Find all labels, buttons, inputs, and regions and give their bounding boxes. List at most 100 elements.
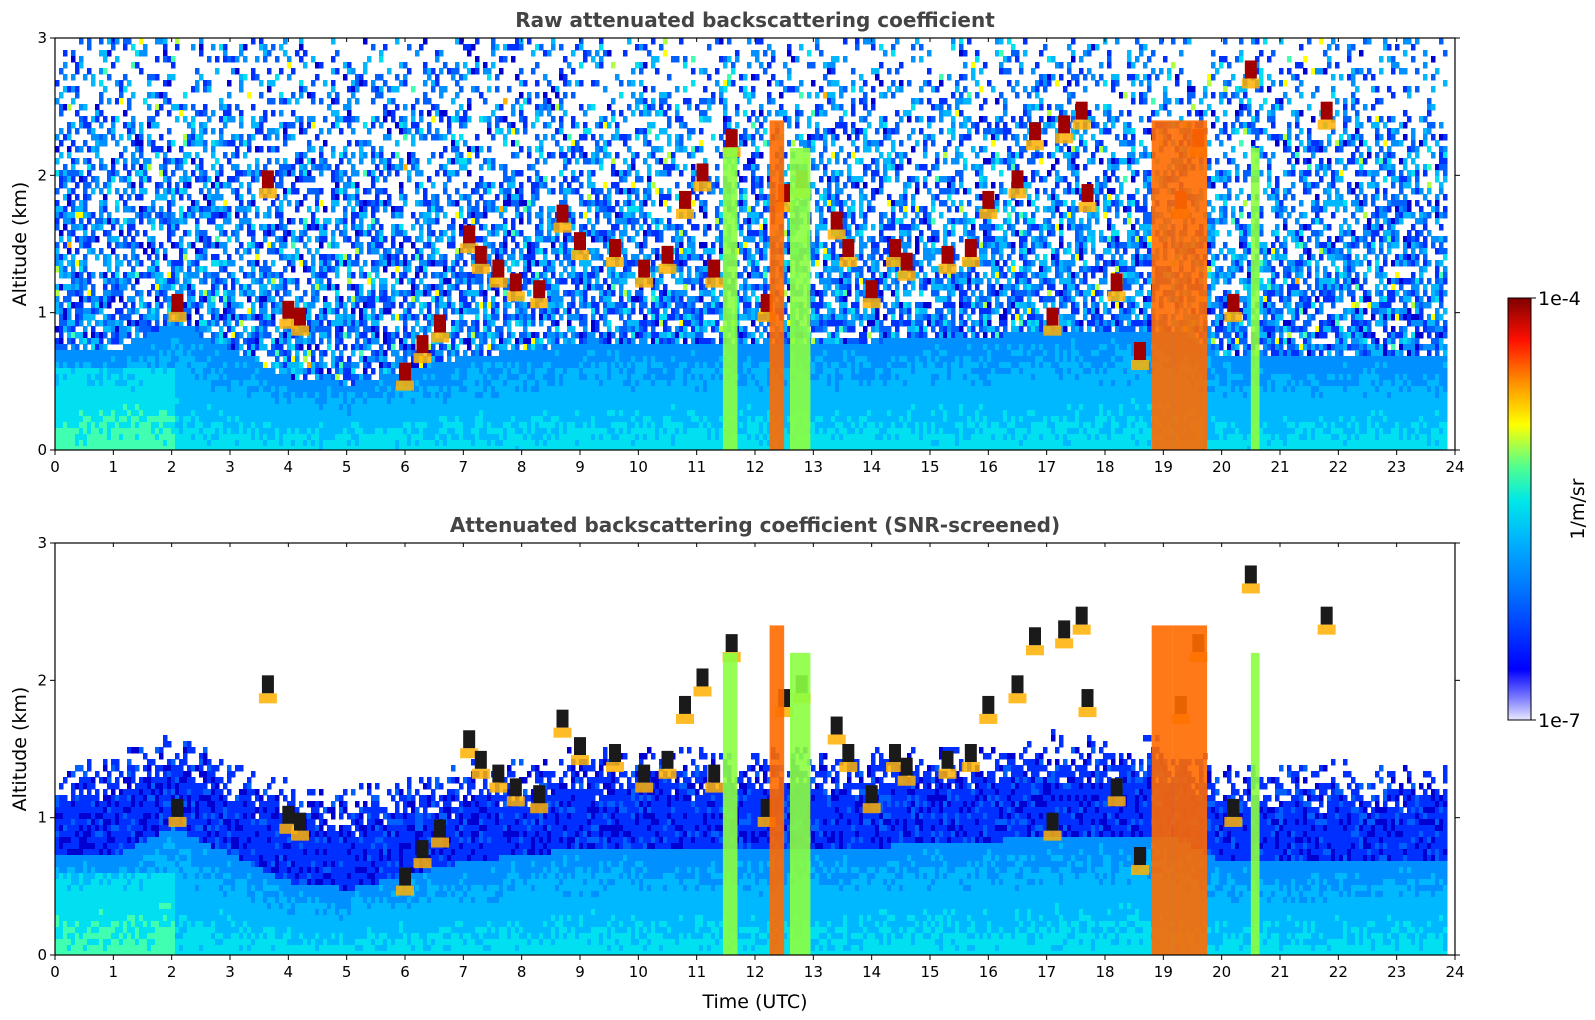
x-tick-label: 12 (745, 963, 764, 981)
cloud-edge-mark (676, 208, 694, 219)
y-axis-label: Altitude (km) (9, 182, 31, 307)
x-tick-label: 8 (517, 458, 527, 476)
x-tick-label: 13 (804, 963, 823, 981)
cloud-base-mark (1081, 184, 1094, 203)
x-tick-label: 11 (687, 963, 706, 981)
cloud-edge-mark (553, 222, 572, 233)
cloud-edge-mark (693, 686, 712, 697)
cloud-edge-mark (693, 181, 712, 192)
y-tick-label: 1 (37, 809, 47, 827)
cloud-edge-mark (705, 277, 724, 288)
cloud-edge-mark (279, 318, 298, 329)
cloud-base-mark (679, 190, 691, 209)
x-tick-label: 5 (342, 963, 352, 981)
cloud-edge-mark (258, 188, 277, 199)
cloud-base-mark (1029, 122, 1041, 141)
cloud-base-mark (1058, 115, 1071, 134)
y-axis-label: Altitude (km) (9, 687, 31, 812)
cloud-base-mark (463, 225, 476, 244)
cloud-base-mark (964, 239, 977, 257)
cloud-edge-mark (506, 291, 525, 302)
precipitation-column (1172, 120, 1208, 450)
x-tick-label: 17 (1037, 458, 1056, 476)
x-tick-label: 21 (1270, 963, 1289, 981)
cloud-edge-mark (827, 734, 846, 745)
cloud-edge-mark (606, 257, 624, 267)
cloud-edge-mark (1317, 119, 1336, 130)
cloud-base-mark (294, 307, 306, 326)
cloud-edge-mark (635, 782, 654, 793)
x-tick-label: 12 (745, 458, 764, 476)
cloud-base-mark (261, 675, 274, 694)
cloud-edge-mark (839, 257, 858, 267)
cloud-base-mark (1075, 101, 1088, 120)
colorbar: 1e-4 1e-7 1/m/sr (1507, 288, 1589, 732)
x-tick-label: 16 (979, 458, 998, 476)
precipitation-column (1250, 147, 1260, 450)
heatmap-raw (55, 38, 1448, 450)
cloud-edge-mark (1008, 188, 1027, 199)
cloud-edge-mark (1072, 119, 1091, 130)
cloud-edge-mark (1107, 796, 1126, 807)
x-tick-label: 1 (109, 963, 119, 981)
x-tick-label: 23 (1387, 963, 1406, 981)
cloud-base-mark (574, 232, 586, 251)
y-tick-label: 3 (37, 534, 47, 552)
cloud-edge-mark (471, 768, 490, 779)
cloud-edge-mark (1072, 624, 1091, 635)
x-tick-label: 7 (459, 963, 469, 981)
x-tick-label: 6 (400, 963, 410, 981)
chart-title: Attenuated backscattering coefficient (S… (450, 513, 1060, 537)
x-tick-label: 15 (920, 963, 939, 981)
cloud-edge-mark (168, 816, 187, 827)
cloud-base-mark (416, 335, 429, 354)
cloud-base-mark (609, 744, 621, 762)
cloud-base-mark (1011, 170, 1024, 189)
x-tick-label: 24 (1445, 458, 1464, 476)
cloud-base-mark (889, 239, 901, 257)
cloud-base-mark (1320, 606, 1333, 625)
x-tick-label: 3 (225, 458, 235, 476)
cloud-edge-mark (658, 768, 677, 779)
cloud-edge-mark (1241, 583, 1260, 594)
cloud-edge-mark (1078, 202, 1097, 213)
cloud-edge-mark (291, 830, 309, 841)
cloud-base-mark (1029, 627, 1041, 646)
cloud-base-mark (492, 259, 505, 278)
cloud-base-mark (533, 280, 546, 299)
cloud-edge-mark (961, 257, 980, 267)
cloud-edge-mark (1055, 638, 1074, 649)
cloud-edge-mark (938, 768, 957, 779)
precipitation-column (1250, 652, 1260, 955)
colorbar-max-label: 1e-4 (1538, 288, 1581, 310)
cloud-base-mark (463, 730, 476, 749)
cloud-edge-mark (258, 693, 277, 704)
cloud-base-mark (261, 170, 274, 189)
cloud-edge-mark (1055, 133, 1074, 144)
x-tick-label: 4 (284, 963, 294, 981)
cloud-base-mark (830, 716, 843, 735)
cloud-base-mark (509, 273, 522, 292)
x-tick-label: 21 (1270, 458, 1289, 476)
cloud-edge-mark (886, 762, 904, 772)
panel-screened: Attenuated backscattering coefficient (S… (9, 513, 1465, 1013)
cloud-edge-mark (658, 263, 677, 274)
cloud-base-mark (964, 744, 977, 762)
x-axis-label: Time (UTC) (701, 991, 807, 1013)
x-tick-label: 8 (517, 963, 527, 981)
cloud-base-mark (434, 819, 446, 838)
heatmap-screened (55, 565, 1448, 955)
cloud-edge-mark (979, 713, 998, 724)
y-tick-label: 2 (37, 671, 47, 689)
colorbar-gradient (1507, 297, 1532, 721)
panel-raw: Raw attenuated backscattering coefficien… (9, 8, 1465, 476)
precipitation-column (722, 147, 738, 450)
cloud-base-mark (638, 764, 651, 783)
cloud-base-mark (661, 750, 674, 769)
cloud-edge-mark (553, 727, 572, 738)
cloud-base-mark (941, 750, 954, 769)
x-tick-label: 24 (1445, 963, 1464, 981)
y-tick-label: 3 (37, 29, 47, 47)
cloud-edge-mark (862, 803, 881, 814)
cloud-edge-mark (1317, 624, 1336, 635)
